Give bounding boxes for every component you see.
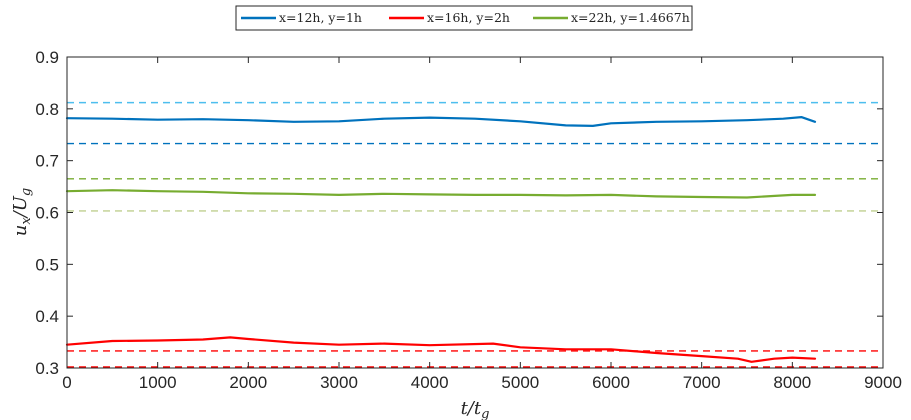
x-tick-label: 1000 [139,373,177,392]
y-tick-label: 0.9 [35,48,59,67]
y-tick-label: 0.3 [35,359,59,378]
legend-label-1: x=12h, y=1h [279,10,362,25]
series-line-2 [65,336,817,363]
reference-lines [67,101,883,368]
series-lines [65,115,817,363]
series-line-1 [65,115,817,128]
x-tick-label: 8000 [773,373,811,392]
y-tick-label: 0.6 [35,204,59,223]
y-tick-label: 0.5 [35,255,59,274]
legend: x=12h, y=1h x=16h, y=2h x=22h, y=1.4667h [235,5,693,31]
x-tick-label: 7000 [683,373,721,392]
legend-label-2: x=16h, y=2h [427,10,510,25]
series-line-3 [65,189,817,199]
x-tick-label: 6000 [592,373,630,392]
x-axis-label: t/tg [461,398,490,420]
x-tick-label: 4000 [411,373,449,392]
x-tick-label: 3000 [320,373,358,392]
x-tick-label: 5000 [501,373,539,392]
y-tick-label: 0.7 [35,152,59,171]
y-axis-label: ux/Ug [10,188,34,237]
plot-area [67,57,883,368]
legend-label-3: x=22h, y=1.4667h [571,10,690,25]
x-tick-label: 0 [62,373,71,392]
x-axis-ticks: 0 1000 2000 3000 4000 5000 6000 7000 8000 9000 [62,57,902,392]
x-tick-label: 9000 [864,373,902,392]
legend-box [235,5,693,31]
x-tick-label: 2000 [229,373,267,392]
y-axis-ticks: 0.3 0.4 0.5 0.6 0.7 0.8 0.9 [35,48,883,378]
y-tick-label: 0.8 [35,100,59,119]
y-tick-label: 0.4 [35,307,59,326]
